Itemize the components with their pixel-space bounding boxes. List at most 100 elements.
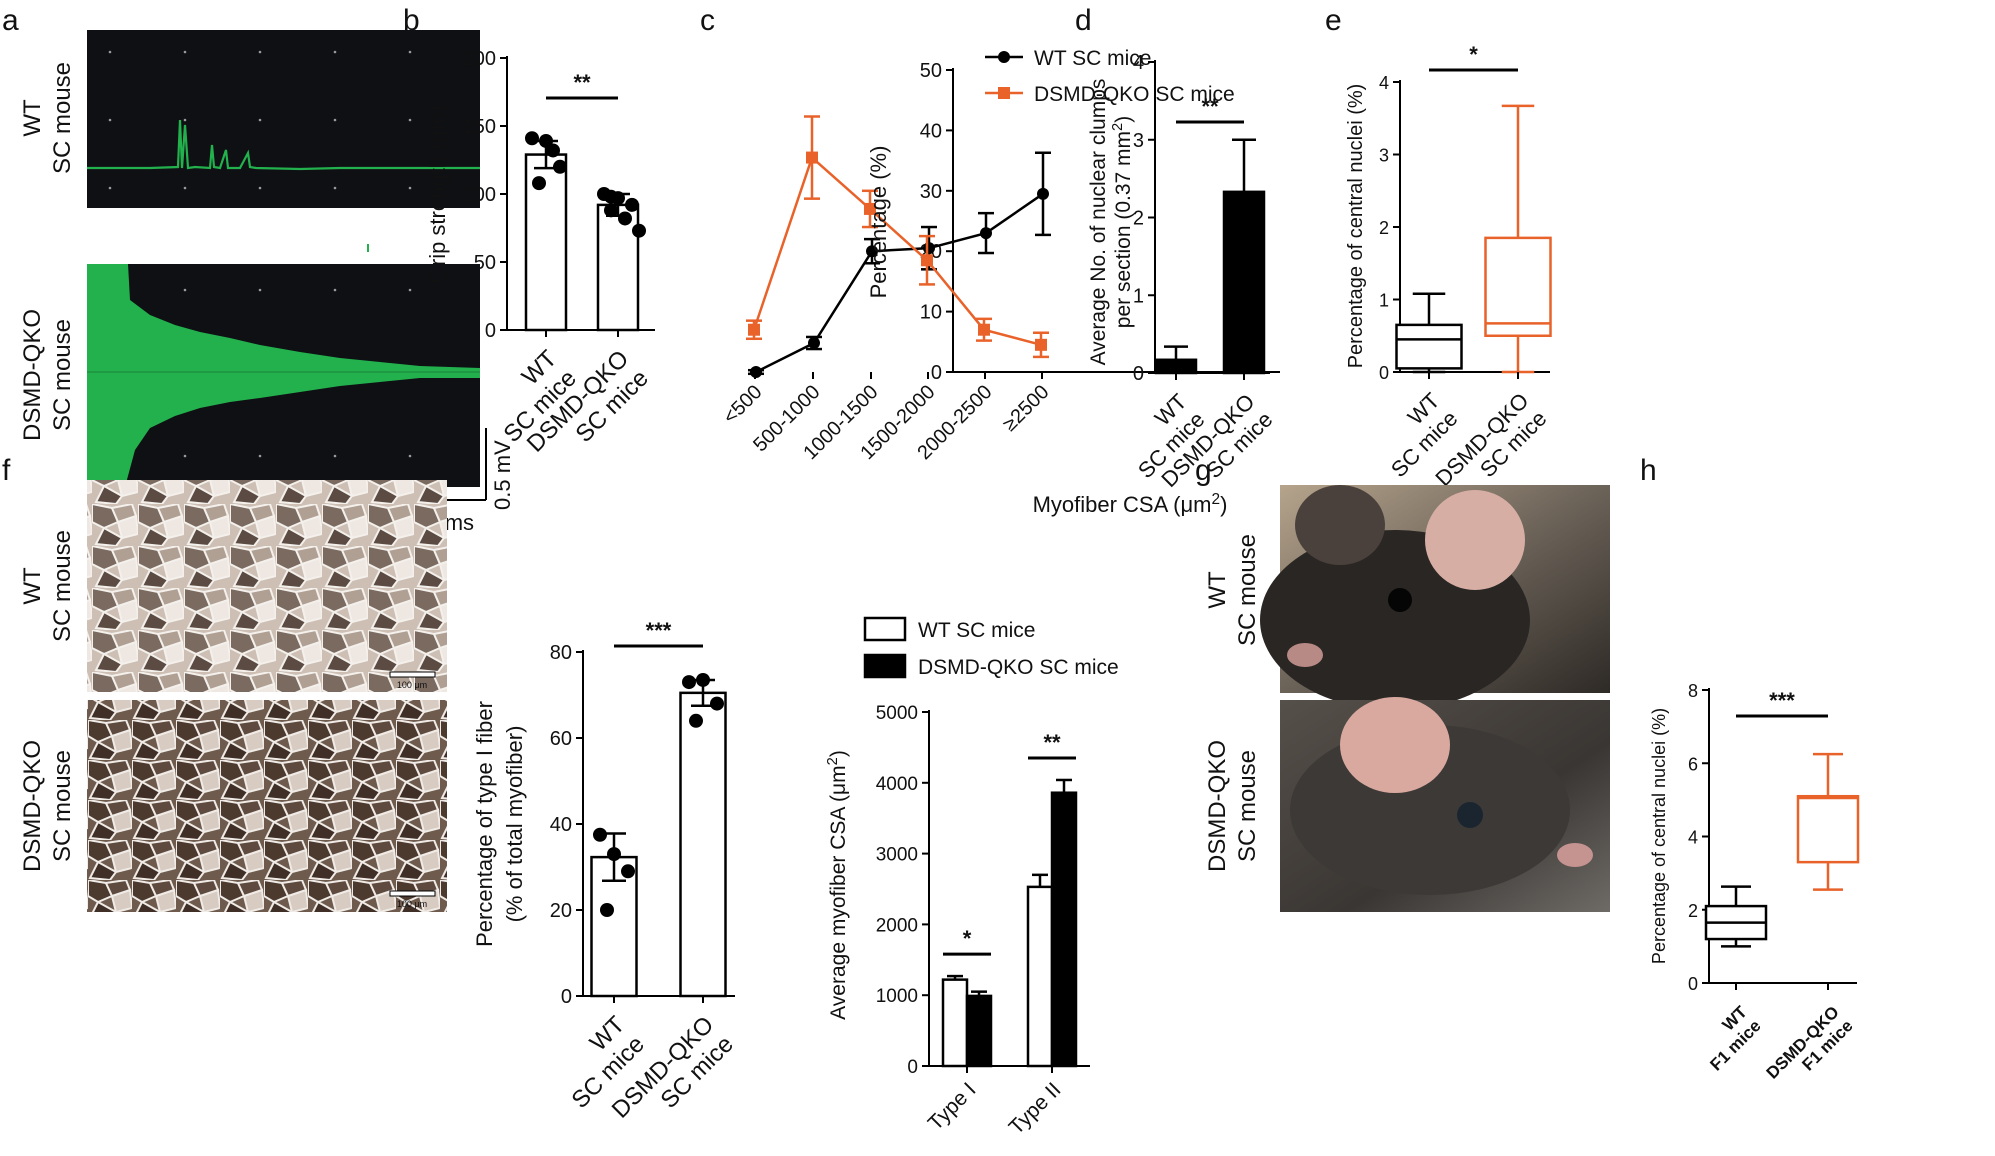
category-label: Type I: [924, 1078, 981, 1135]
data-point: [748, 323, 760, 336]
legend-label: DSMD-QKO SC mice: [1034, 83, 1235, 106]
y-tick-label: 4: [1133, 52, 1144, 74]
emg-row-label-qko: DSMD-QKO SC mouse: [19, 309, 76, 441]
y-tick-label: 4: [1688, 828, 1698, 848]
significance-label: *: [963, 926, 972, 951]
data-point: [750, 366, 762, 378]
photo-row-label-wt: WT SC mouse: [1204, 534, 1261, 646]
significance-label: **: [573, 70, 591, 95]
y-tick-label: 60: [550, 728, 572, 750]
histology-image-qko: [87, 700, 447, 912]
box: [1395, 323, 1463, 370]
panel-f-histology: 100 μm 100 μm WT SC mouse DSMD-QKO SC mous…: [19, 480, 447, 912]
data-point: [600, 903, 614, 917]
panel-label-h: h: [1640, 454, 1657, 487]
y-tick-label: 0: [907, 1057, 918, 1078]
legend-label: WT SC mice: [918, 619, 1035, 642]
y-tick-label: 2: [1133, 208, 1144, 230]
significance-label: **: [1201, 94, 1219, 119]
bar: [1026, 885, 1054, 1068]
y-tick-label: 2: [1379, 218, 1389, 238]
y-axis-label: Percentage (%): [866, 146, 891, 299]
legend-marker: [998, 51, 1010, 63]
y-tick-label: 0: [485, 320, 496, 342]
panel-label-f: f: [2, 454, 11, 487]
data-point: [978, 323, 990, 336]
data-point: [980, 227, 992, 240]
histology-scale-label-qko: 100 μm: [397, 899, 427, 909]
bar: [679, 691, 727, 998]
data-point: [625, 197, 639, 212]
legend-swatch: [863, 616, 907, 642]
y-tick-label: 6: [1688, 754, 1698, 774]
category-label: DSMD-QKOF1 mice: [1763, 1002, 1857, 1096]
mouse-photo-qko-nose: [1557, 843, 1593, 867]
y-tick-label: 30: [920, 181, 942, 203]
y-tick-label: 8: [1688, 681, 1698, 701]
histology-scale-bar-wt: [389, 671, 436, 678]
histology-image-wt: [87, 480, 447, 692]
data-point: [593, 827, 607, 842]
y-tick-label: 1: [1133, 285, 1144, 307]
data-point: [682, 675, 696, 690]
data-point: [604, 189, 618, 204]
data-point: [1035, 338, 1047, 351]
bar: [596, 203, 640, 332]
y-tick-label: 1000: [876, 986, 918, 1007]
data-point: [546, 143, 560, 158]
y-tick-label: 40: [550, 814, 572, 836]
y-tick-label: 80: [550, 642, 572, 664]
mouse-photo-wt-ear-back: [1295, 485, 1385, 565]
emg-trace-wt: [87, 119, 480, 171]
y-axis-label-line1: Average No. of nuclear clumps: [1087, 79, 1110, 366]
bar: [1154, 358, 1198, 375]
legend-label: DSMD-QKO SC mice: [918, 656, 1119, 679]
data-point: [525, 131, 539, 146]
series-line: [755, 192, 1044, 374]
x-tick-label: <500: [719, 381, 766, 428]
bar: [965, 994, 993, 1068]
bar: [941, 978, 969, 1068]
data-point: [710, 696, 724, 711]
histology-scale-label-wt: 100 μm: [397, 680, 427, 690]
bar: [1222, 190, 1266, 375]
bar: [1050, 791, 1078, 1068]
data-point: [532, 176, 546, 191]
y-axis-label-line2: (% of total myofiber): [502, 726, 527, 923]
data-point: [1037, 187, 1049, 200]
y-tick-label: 150: [463, 116, 496, 138]
panel-label-g: g: [1195, 454, 1212, 487]
y-tick-label: 0: [1688, 974, 1698, 994]
panel-f-csa-by-type-chart: 0 1000 2000 3000 4000 5000 Type I * Type II ** WT …: [825, 616, 1119, 1139]
y-tick-label: 4: [1379, 73, 1389, 93]
histology-row-label-qko: DSMD-QKO SC mouse: [19, 740, 76, 872]
panel-label-c: c: [700, 4, 715, 37]
y-tick-label: 10: [920, 302, 942, 324]
x-tick-label: ≥2500: [999, 381, 1054, 436]
y-tick-label: 0: [1133, 363, 1144, 385]
category-label: WTF1 mice: [1693, 1002, 1765, 1074]
category-label: Type II: [1005, 1078, 1066, 1139]
emg-grid-dots-qko: [183, 288, 412, 458]
data-point: [621, 864, 635, 879]
series-line: [752, 155, 1042, 347]
data-point: [553, 159, 567, 174]
data-point: [696, 672, 710, 687]
emg-grid-dots-wt: [108, 50, 412, 190]
box: [1796, 794, 1860, 864]
y-tick-label: 50: [920, 60, 942, 82]
significance-label: *: [1469, 42, 1478, 67]
legend-label: WT SC mice: [1034, 47, 1151, 70]
y-tick-label: 100: [463, 184, 496, 206]
panel-label-e: e: [1325, 4, 1342, 37]
mouse-photo-wt-ear: [1425, 490, 1525, 590]
panel-label-a: a: [2, 4, 19, 37]
box: [1484, 236, 1552, 337]
y-tick-label: 0: [931, 362, 942, 384]
y-tick-label: 0: [1379, 363, 1389, 383]
